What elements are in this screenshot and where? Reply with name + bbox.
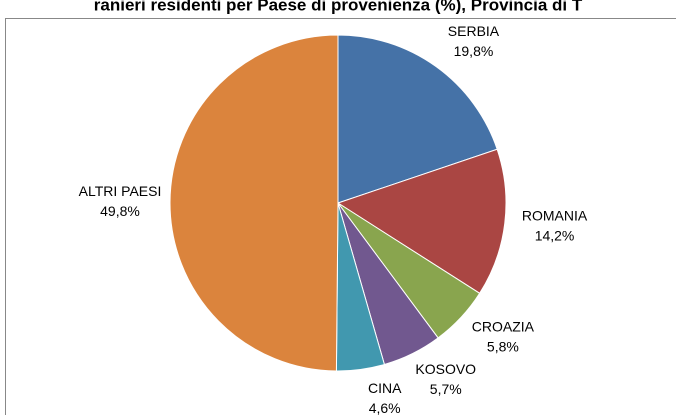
slice-label: CINA [368, 380, 402, 396]
slice-label: KOSOVO [415, 361, 476, 377]
slice-label: SERBIA [448, 23, 500, 39]
chart-title: ranieri residenti per Paese di provenien… [94, 0, 583, 14]
slice-value-label: 49,8% [100, 203, 140, 219]
slice-label: CROAZIA [472, 319, 535, 335]
slice-label: ALTRI PAESI [79, 183, 162, 199]
slice-value-label: 5,8% [487, 339, 519, 355]
slice-value-label: 4,6% [369, 400, 401, 415]
pie-slice [336, 148, 507, 295]
pie-slice [169, 34, 339, 372]
slice-label: ROMANIA [522, 208, 588, 224]
pie-slice [337, 34, 498, 204]
slice-value-label: 5,7% [430, 381, 462, 397]
slice-value-label: 14,2% [535, 228, 575, 244]
chart-border [5, 18, 676, 415]
slice-value-label: 19,8% [454, 43, 494, 59]
